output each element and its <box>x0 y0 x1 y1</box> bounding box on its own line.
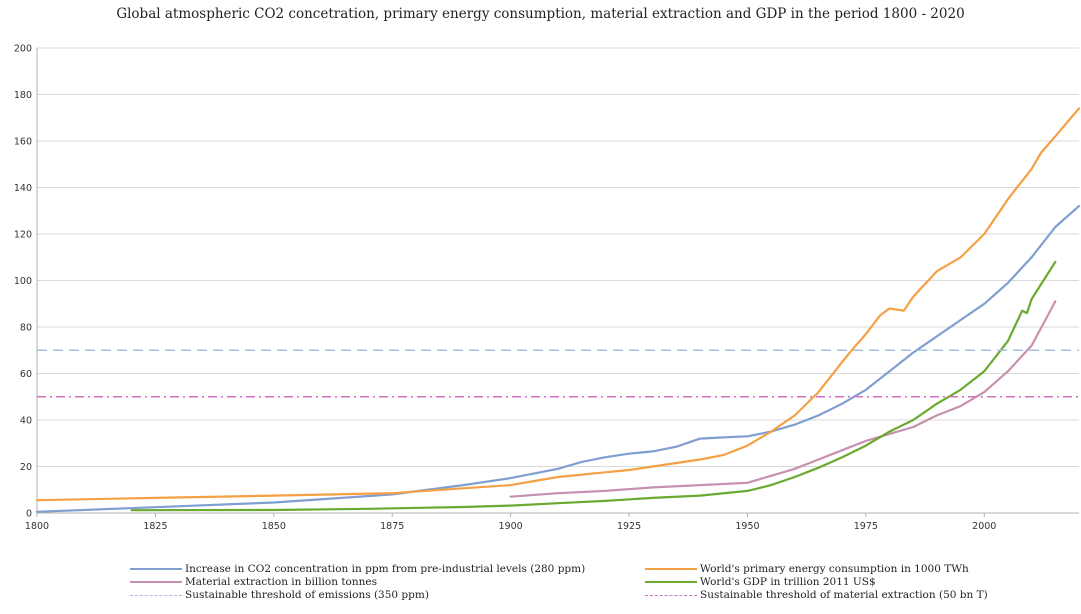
legend-label-material: Material extraction in billion tonnes <box>185 576 377 588</box>
y-tick-label: 200 <box>14 44 32 55</box>
y-tick-label: 80 <box>20 323 32 334</box>
legend-swatch-gdp <box>645 581 697 583</box>
y-tick-label: 180 <box>14 90 32 101</box>
legend-item-gdp: World's GDP in trillion 2011 US$ <box>645 576 876 588</box>
line-chart: 0 20 40 60 80 100 120 140 160 180 200 1800 1825 1850 1… <box>14 44 1081 533</box>
y-tick-label: 140 <box>14 183 32 194</box>
y-tick-label: 20 <box>20 462 32 473</box>
legend-swatch-material <box>130 581 182 583</box>
x-tick-label: 1975 <box>854 521 878 532</box>
legend-label-gdp: World's GDP in trillion 2011 US$ <box>700 576 876 588</box>
legend-label-co2: Increase in CO2 concentration in ppm fro… <box>185 563 586 575</box>
x-tick-label: 1850 <box>262 521 286 532</box>
x-tick-label: 1800 <box>25 521 49 532</box>
chart-title: Global atmospheric CO2 concetration, pri… <box>116 6 965 22</box>
x-tick-label: 1900 <box>499 521 523 532</box>
x-tick-label: 1825 <box>143 521 167 532</box>
series-line-energy <box>35 107 1081 502</box>
legend-label-material-threshold: Sustainable threshold of material extrac… <box>700 589 988 601</box>
legend-swatch-co2 <box>130 568 182 570</box>
legend-label-energy: World's primary energy consumption in 10… <box>700 563 969 575</box>
series-lines <box>35 107 1081 513</box>
axes <box>36 48 1079 517</box>
y-tick-label: 120 <box>14 230 32 241</box>
legend-item-energy: World's primary energy consumption in 10… <box>645 563 969 575</box>
legend-item-material: Material extraction in billion tonnes <box>130 576 377 588</box>
legend-item-material-threshold: Sustainable threshold of material extrac… <box>645 589 988 601</box>
series-line-material <box>509 300 1057 498</box>
legend-item-emissions-threshold: Sustainable threshold of emissions (350 … <box>130 589 429 601</box>
y-tick-label: 60 <box>20 369 32 380</box>
y-tick-label: 40 <box>20 416 32 427</box>
legend-item-co2: Increase in CO2 concentration in ppm fro… <box>130 563 585 575</box>
series-line-co2 <box>35 205 1081 513</box>
legend-swatch-energy <box>645 568 697 570</box>
y-tick-label: 160 <box>14 137 32 148</box>
x-tick-label: 2000 <box>972 521 996 532</box>
series-line-gdp <box>130 260 1057 512</box>
tick-labels: 0 20 40 60 80 100 120 140 160 180 200 1800 1825 1850 1… <box>14 44 997 533</box>
y-tick-label: 100 <box>14 276 32 287</box>
y-tick-label: 0 <box>26 509 32 520</box>
gridlines <box>37 47 1079 514</box>
legend-label-emissions-threshold: Sustainable threshold of emissions (350 … <box>185 589 429 601</box>
x-tick-label: 1875 <box>380 521 404 532</box>
x-tick-label: 1950 <box>735 521 759 532</box>
legend-swatch-material-threshold <box>645 594 697 596</box>
x-tick-label: 1925 <box>617 521 641 532</box>
legend-swatch-emissions-threshold <box>130 594 182 596</box>
